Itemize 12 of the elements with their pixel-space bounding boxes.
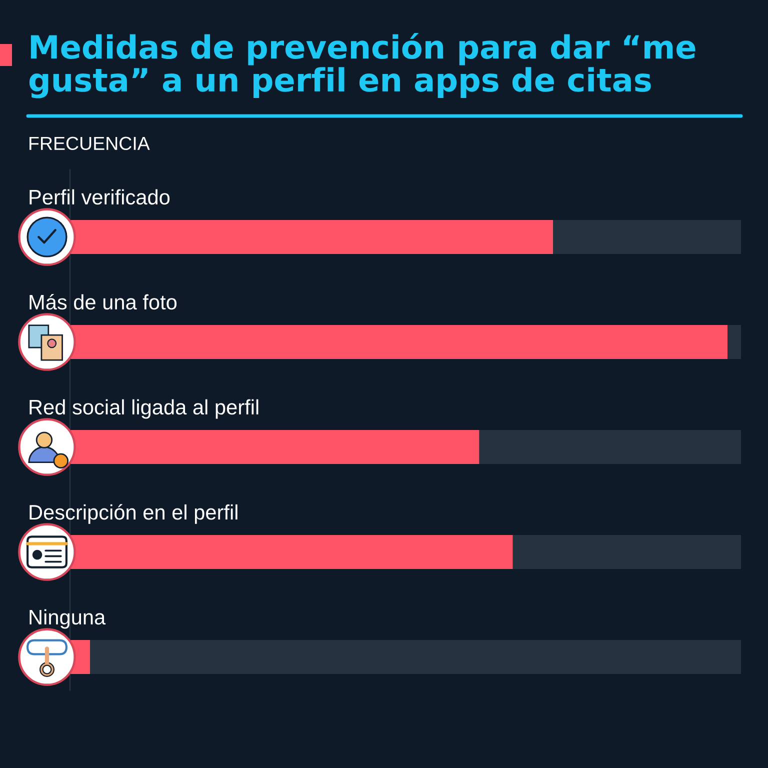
bar — [479, 430, 741, 464]
bar — [90, 640, 741, 674]
y-tick-label: Perfil verificado — [30, 189, 170, 205]
y-tick-label: Ninguna — [30, 609, 106, 629]
y-tick-label: Red social ligada al perfil — [30, 399, 258, 419]
bar — [512, 535, 741, 569]
bar — [728, 325, 741, 359]
y-tick-label: Descripción en el perfil — [30, 504, 238, 524]
y-tick-label: Más de una foto — [30, 294, 177, 310]
bar — [553, 220, 741, 254]
chart-title: Medidas de prevención para dar “me gusta” a un perfil en apps de citas — [29, 33, 696, 98]
chart-subtitle: FRECUENCIA — [30, 136, 150, 150]
